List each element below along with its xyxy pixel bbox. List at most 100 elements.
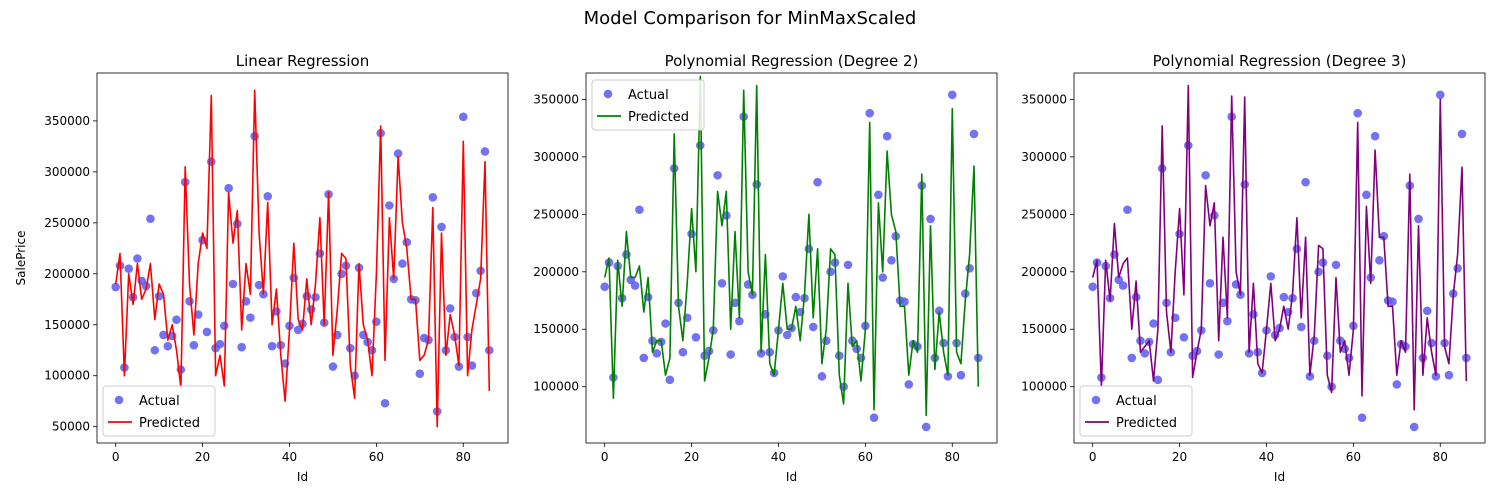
actual-point [934, 306, 944, 316]
actual-point [713, 170, 722, 180]
actual-point [826, 267, 835, 277]
figure-title: Model Comparison for MinMaxScaled [584, 8, 917, 29]
actual-point [1140, 349, 1150, 358]
actual-point [1179, 332, 1189, 342]
actual-point [865, 108, 875, 118]
actual-point [146, 214, 155, 224]
legend-box [1079, 385, 1193, 437]
y-tick-label: 250000 [44, 216, 90, 230]
actual-point [154, 291, 164, 301]
actual-point [1379, 231, 1389, 241]
actual-point [215, 339, 225, 349]
y-tick-label: 350000 [1021, 92, 1067, 106]
actual-point [691, 332, 701, 342]
actual-point [900, 297, 909, 306]
legend-box [591, 79, 705, 131]
actual-point [1279, 292, 1289, 302]
actual-point [189, 340, 199, 350]
actual-point [385, 201, 394, 210]
x-tick-label: 0 [601, 450, 609, 464]
actual-point [600, 282, 609, 292]
actual-point [1392, 380, 1402, 389]
actual-point [306, 305, 316, 314]
actual-point [372, 317, 381, 327]
actual-point [1422, 306, 1432, 316]
actual-point [956, 370, 966, 380]
actual-point [393, 149, 403, 158]
actual-point [965, 264, 974, 273]
x-axis-label: Id [786, 470, 797, 484]
x-tick-label: 40 [771, 450, 786, 464]
actual-point [328, 362, 338, 371]
actual-point [821, 336, 831, 346]
actual-point [869, 413, 879, 423]
legend-actual-marker [1091, 395, 1101, 405]
x-axis-label: Id [297, 470, 308, 484]
predicted-line [603, 75, 980, 417]
actual-point [302, 291, 312, 301]
actual-point [254, 280, 264, 290]
y-tick-label: 100000 [44, 369, 90, 383]
actual-point [1183, 141, 1193, 150]
plot-area-frame [1073, 72, 1486, 444]
chart-title: Polynomial Regression (Degree 3) [1153, 52, 1407, 70]
actual-point [695, 141, 705, 150]
y-tick-label: 300000 [44, 165, 90, 179]
legend-predicted-label: Predicted [628, 110, 689, 125]
actual-point [1292, 244, 1302, 254]
actual-point [1157, 164, 1167, 173]
legend: Actual Predicted [1079, 385, 1193, 437]
actual-point [1353, 108, 1363, 118]
actual-point [206, 157, 216, 166]
chart-panel-1: Linear Regression 0 20 40 60 80 50000 100000 150… [14, 52, 509, 484]
actual-point [630, 281, 640, 290]
actual-point [921, 422, 931, 432]
actual-point [224, 183, 233, 193]
actual-point [817, 372, 827, 381]
actual-point [678, 347, 688, 357]
actual-point [1314, 267, 1323, 277]
actual-point [133, 254, 142, 263]
actual-point [1223, 316, 1232, 326]
actual-point [804, 244, 814, 254]
actual-point [219, 321, 229, 331]
plot-area-frame [585, 72, 998, 444]
legend-actual-marker [603, 89, 613, 99]
legend-predicted-label: Predicted [139, 416, 200, 431]
actual-point [1301, 177, 1310, 187]
actual-point [687, 229, 696, 239]
x-tick-label: 80 [456, 450, 471, 464]
actual-point [1362, 190, 1371, 200]
actual-point [124, 264, 134, 274]
actual-point [1118, 281, 1128, 290]
actual-point [904, 380, 914, 389]
actual-point [1153, 375, 1163, 385]
y-tick-label: 100000 [533, 380, 579, 394]
actual-point [172, 315, 181, 324]
x-tick-label: 40 [282, 450, 297, 464]
actual-point [969, 129, 979, 139]
y-tick-label: 200000 [533, 265, 579, 279]
legend-actual-marker [114, 395, 124, 405]
actual-point [437, 222, 446, 232]
actual-point [337, 269, 346, 279]
actual-point [1244, 349, 1254, 358]
actual-point [398, 259, 407, 268]
chart-title: Polynomial Regression (Degree 2) [665, 52, 919, 70]
actual-point [454, 362, 464, 371]
actual-point [756, 349, 766, 358]
x-tick-label: 80 [945, 450, 960, 464]
actual-point [1296, 322, 1306, 332]
y-tick-label: 150000 [533, 322, 579, 336]
actual-point [111, 282, 120, 292]
actual-point [246, 313, 255, 322]
actual-point [665, 375, 675, 385]
actual-point [1409, 422, 1419, 432]
y-tick-label: 200000 [1021, 265, 1067, 279]
actual-point [882, 131, 892, 141]
y-tick-label: 50000 [52, 420, 90, 434]
actual-point [1435, 90, 1445, 100]
y-tick-label: 200000 [44, 267, 90, 281]
x-tick-label: 20 [195, 450, 210, 464]
actual-point [791, 292, 801, 302]
